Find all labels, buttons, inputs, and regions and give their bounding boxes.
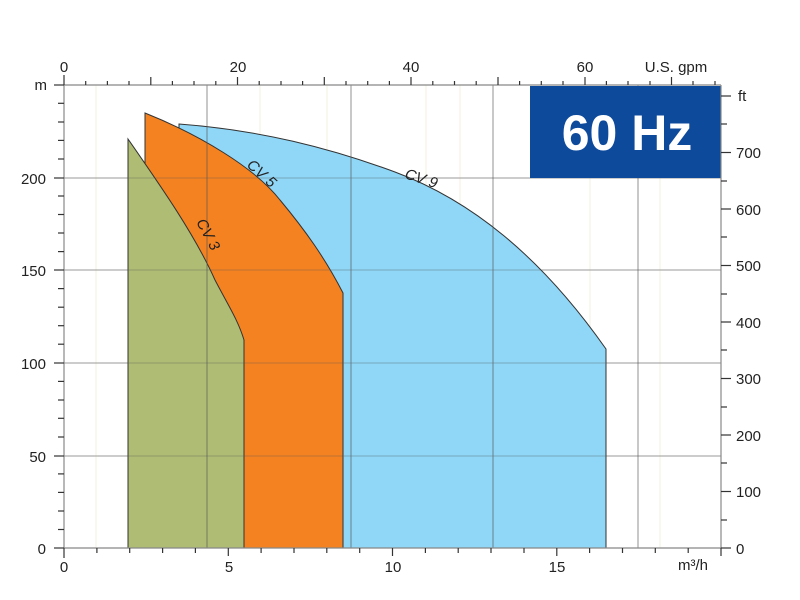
top-axis-ticks	[63, 75, 716, 85]
ft-tick-600: 600	[736, 202, 761, 219]
gpm-tick-40: 40	[403, 59, 420, 76]
x-top-axis-unit-gpm: U.S. gpm	[645, 59, 708, 76]
ft-tick-500: 500	[736, 258, 761, 275]
ft-tick-100: 100	[736, 484, 761, 501]
right-axis-ticks	[721, 95, 731, 549]
left-axis-ticks	[54, 84, 64, 549]
ft-tick-300: 300	[736, 371, 761, 388]
y-axis-unit-m: m	[35, 77, 48, 94]
x-tick-0: 0	[60, 559, 68, 576]
y-tick-0: 0	[38, 541, 46, 558]
gpm-tick-0: 0	[60, 59, 68, 76]
gpm-tick-60: 60	[577, 59, 594, 76]
series-cv3-area	[127, 137, 245, 549]
bottom-axis-ticks	[63, 548, 722, 558]
ft-tick-400: 400	[736, 315, 761, 332]
y-right-axis-unit-ft: ft	[738, 88, 747, 105]
x-tick-5: 5	[225, 559, 233, 576]
ft-tick-700: 700	[736, 145, 761, 162]
y-tick-50: 50	[29, 449, 46, 466]
gpm-tick-20: 20	[230, 59, 247, 76]
horizontal-gridlines-overlay	[64, 177, 721, 457]
ft-tick-0: 0	[736, 541, 744, 558]
x-axis-unit-m3h: m³/h	[678, 557, 708, 574]
y-tick-150: 150	[21, 263, 46, 280]
y-tick-100: 100	[21, 356, 46, 373]
ft-tick-200: 200	[736, 428, 761, 445]
frequency-badge-text: 60 Hz	[562, 105, 693, 161]
x-tick-10: 10	[385, 559, 402, 576]
x-tick-15: 15	[549, 559, 566, 576]
frequency-badge	[530, 86, 721, 178]
y-tick-200: 200	[21, 171, 46, 188]
